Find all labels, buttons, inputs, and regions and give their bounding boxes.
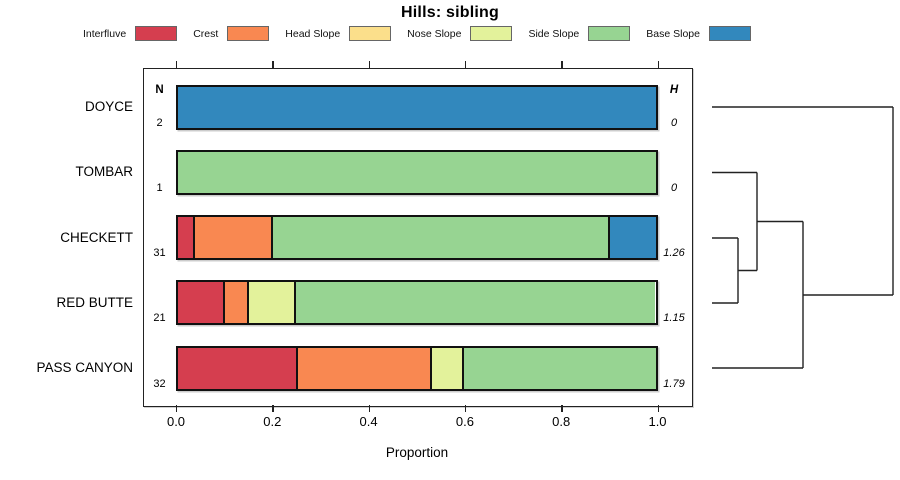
legend-item: Crest (193, 26, 270, 41)
axis-tick-top (561, 61, 563, 68)
legend-item: Interfluve (83, 26, 178, 41)
legend-swatch (227, 26, 270, 41)
bar-segment-crest (222, 282, 248, 324)
h-column-header: H (669, 84, 679, 96)
legend-label: Nose Slope (407, 27, 462, 40)
row-label: TOMBAR (75, 164, 133, 180)
legend-item: Base Slope (646, 26, 751, 41)
row-label: PASS CANYON (36, 360, 133, 375)
legend-item: Head Slope (285, 26, 392, 41)
axis-tick-top (657, 61, 659, 68)
stacked-bar (176, 215, 658, 260)
axis-tick-bottom (657, 405, 659, 412)
legend-swatch (349, 26, 392, 41)
bar-segment-interfluve (178, 347, 296, 389)
axis-tick-label: 1.0 (648, 414, 667, 429)
bar-segment-base-slope (178, 86, 656, 128)
legend-swatch (135, 26, 178, 41)
row-label: RED BUTTE (56, 294, 133, 310)
n-column-header: N (155, 84, 164, 96)
axis-tick-bottom (176, 405, 178, 412)
bar-segment-side-slope (461, 347, 656, 389)
legend-label: Interfluve (83, 27, 127, 40)
bar-segment-nose-slope (430, 347, 462, 389)
bar-segment-interfluve (178, 282, 223, 324)
bar-segment-interfluve (178, 217, 194, 258)
axis-tick-label: 0.2 (263, 414, 282, 429)
n-value: 2 (156, 116, 163, 129)
row-label: DOYCE (84, 99, 133, 114)
axis-tick-bottom (272, 405, 274, 412)
h-value: 1.79 (663, 377, 685, 390)
stacked-bar (176, 84, 658, 130)
legend: Interfluve Crest Head Slope Nose Slope Side … (0, 26, 834, 41)
bar-segment-crest (295, 347, 431, 389)
h-value: 0 (670, 181, 678, 194)
bar-segment-side-slope (294, 282, 656, 324)
n-value: 32 (153, 377, 166, 390)
plot-box (143, 68, 693, 407)
stacked-bar (176, 280, 658, 326)
bar-segment-nose-slope (247, 282, 295, 324)
h-value: 0 (670, 116, 678, 129)
chart-title: Hills: sibling (401, 4, 499, 21)
legend-label: Crest (193, 27, 219, 40)
legend-label: Side Slope (528, 27, 580, 40)
legend-item: Nose Slope (407, 26, 513, 41)
axis-tick-bottom (464, 405, 467, 412)
axis-tick-top (272, 61, 274, 68)
bar-segment-base-slope (607, 217, 656, 258)
x-axis-label: Proportion (385, 445, 449, 460)
bar-segment-side-slope (178, 151, 656, 193)
n-value: 21 (153, 312, 166, 325)
axis-tick-top (368, 61, 370, 68)
axis-tick-bottom (561, 405, 563, 412)
row-label: CHECKETT (60, 229, 133, 245)
axis-tick-label: 0.4 (359, 414, 378, 429)
h-value: 1.26 (663, 247, 685, 259)
stacked-bar (176, 345, 658, 391)
legend-swatch (708, 26, 751, 41)
axis-tick-bottom (368, 405, 370, 412)
legend-swatch (588, 26, 631, 41)
h-value: 1.15 (663, 312, 685, 325)
n-value: 1 (156, 181, 163, 194)
bar-segment-crest (193, 217, 272, 258)
legend-item: Side Slope (528, 26, 631, 41)
legend-swatch (470, 26, 513, 41)
axis-tick-top (464, 61, 467, 68)
n-value: 31 (153, 247, 166, 259)
bar-segment-side-slope (271, 217, 608, 258)
stacked-bar (176, 149, 658, 195)
axis-tick-top (176, 61, 178, 68)
legend-label: Base Slope (646, 27, 700, 40)
axis-tick-label: 0.0 (166, 414, 186, 429)
axis-tick-label: 0.6 (455, 414, 474, 429)
legend-label: Head Slope (285, 27, 341, 40)
axis-tick-label: 0.8 (552, 414, 571, 429)
